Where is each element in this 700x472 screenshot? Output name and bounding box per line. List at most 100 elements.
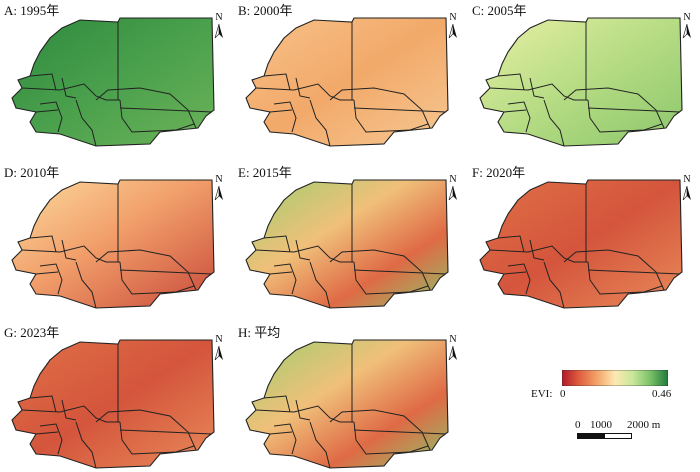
north-arrow-icon: N [680, 12, 694, 38]
zone-boundary [119, 429, 213, 435]
zone-boundary [255, 83, 354, 101]
zone-boundary [587, 269, 681, 275]
map-panel-b: B: 2000年 N [234, 0, 464, 150]
zone-boundary [75, 99, 97, 147]
zone-boundary [489, 83, 588, 101]
zone-boundary [329, 87, 431, 129]
map-shape [11, 17, 215, 147]
zone-boundary [269, 271, 293, 275]
panel-label: A: 1995年 [4, 3, 60, 18]
zone-boundary [353, 99, 429, 133]
map-shape [479, 17, 683, 147]
zone-boundary [543, 99, 565, 147]
zone-boundary [295, 399, 311, 421]
zone-boundary [507, 101, 531, 133]
zone-boundary [353, 421, 429, 455]
scale-label-2000: 2000 m [627, 419, 661, 431]
zone-boundary [353, 429, 447, 435]
map-panel-c: C: 2005年 N [468, 0, 698, 150]
zone-boundary [497, 73, 525, 91]
zone-boundary [119, 99, 195, 133]
zone-boundary [563, 249, 665, 291]
zone-boundary [21, 245, 120, 263]
zone-boundary [119, 269, 213, 275]
panel-label: E: 2015年 [238, 165, 292, 180]
zone-boundary [489, 245, 588, 263]
zone-boundary [29, 395, 57, 413]
panel-label: H: 平均 [238, 325, 281, 340]
zone-boundary [353, 261, 429, 295]
north-arrow-icon: N [446, 174, 460, 200]
zone-boundary [353, 107, 447, 113]
zone-boundary [61, 77, 77, 99]
zone-boundary [35, 271, 59, 275]
zone-boundary [75, 421, 97, 469]
zone-boundary [39, 423, 63, 455]
study-area-outline [11, 339, 215, 469]
study-area-outline [245, 17, 449, 147]
study-area-outline [479, 179, 683, 309]
panel-label: G: 2023年 [4, 325, 60, 340]
north-arrow-icon: N [446, 12, 460, 38]
map-shape [245, 179, 449, 309]
zone-boundary [309, 99, 331, 147]
zone-boundary [263, 73, 291, 91]
zone-boundary [273, 263, 297, 295]
zone-boundary [309, 261, 331, 309]
north-arrow-icon: N [212, 334, 226, 360]
zone-boundary [269, 109, 293, 113]
study-area-outline [245, 179, 449, 309]
zone-boundary [295, 77, 311, 99]
zone-boundary [273, 101, 297, 133]
study-area-outline [11, 179, 215, 309]
north-arrow-icon: N [680, 174, 694, 200]
scale-bar-graphic [577, 433, 632, 439]
map-panel-a: A: 1995年 N [0, 0, 230, 150]
scale-label-0: 0 [575, 419, 581, 431]
zone-boundary [75, 261, 97, 309]
study-area-outline [479, 17, 683, 147]
map-panel-f: F: 2020年 N [468, 162, 698, 312]
zone-boundary [255, 245, 354, 263]
zone-boundary [507, 263, 531, 295]
map-shape [245, 339, 449, 469]
north-arrow-icon: N [212, 12, 226, 38]
scale-label-1000: 1000 [590, 419, 612, 431]
zone-boundary [543, 261, 565, 309]
zone-boundary [95, 249, 197, 291]
legend-title: EVI: [531, 388, 553, 400]
zone-boundary [309, 421, 331, 469]
zone-boundary [119, 421, 195, 455]
zone-boundary [329, 249, 431, 291]
map-shape [11, 339, 215, 469]
zone-boundary [529, 77, 545, 99]
map-shape [479, 179, 683, 309]
zone-boundary [35, 109, 59, 113]
map-shape [11, 179, 215, 309]
zone-boundary [61, 239, 77, 261]
zone-boundary [95, 87, 197, 129]
zone-boundary [21, 405, 120, 423]
map-panel-g: G: 2023年 N [0, 322, 230, 472]
north-arrow-icon: N [446, 334, 460, 360]
zone-boundary [119, 107, 213, 113]
zone-boundary [587, 107, 681, 113]
zone-boundary [295, 239, 311, 261]
zone-boundary [29, 235, 57, 253]
zone-boundary [21, 83, 120, 101]
zone-boundary [587, 261, 663, 295]
zone-boundary [35, 431, 59, 435]
study-area-outline [245, 339, 449, 469]
zone-boundary [39, 263, 63, 295]
zone-boundary [529, 239, 545, 261]
study-area-outline [11, 17, 215, 147]
zone-boundary [269, 431, 293, 435]
zone-boundary [263, 235, 291, 253]
legend-min: 0 [560, 388, 566, 400]
zone-boundary [563, 87, 665, 129]
zone-boundary [503, 109, 527, 113]
zone-boundary [39, 101, 63, 133]
zone-boundary [263, 395, 291, 413]
zone-boundary [503, 271, 527, 275]
zone-boundary [353, 269, 447, 275]
